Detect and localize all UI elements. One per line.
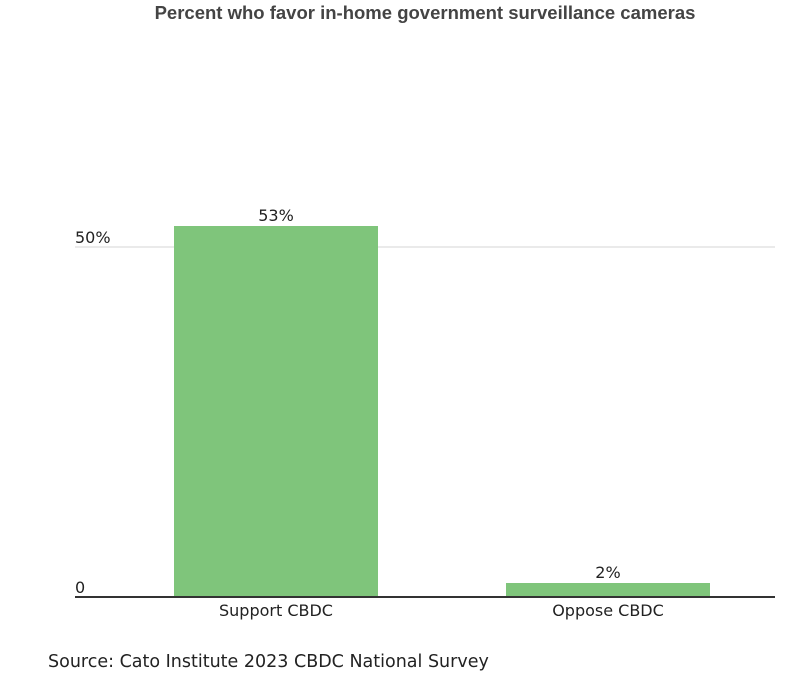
data-label: 2%: [595, 563, 620, 582]
bars: [174, 226, 710, 597]
labels: 0 50% 53% Support CBDC 2% Oppose CBDC: [75, 206, 775, 620]
x-tick-label: Oppose CBDC: [552, 601, 664, 620]
x-tick-label: Support CBDC: [219, 601, 333, 620]
bar: [506, 583, 710, 597]
chart-title: Percent who favor in-home government sur…: [154, 2, 696, 23]
source-note: Source: Cato Institute 2023 CBDC Nationa…: [48, 652, 489, 672]
bar: [174, 226, 378, 597]
y-tick-label: 0: [75, 578, 85, 597]
data-label: 53%: [258, 206, 294, 225]
y-tick-label: 50%: [75, 228, 111, 247]
